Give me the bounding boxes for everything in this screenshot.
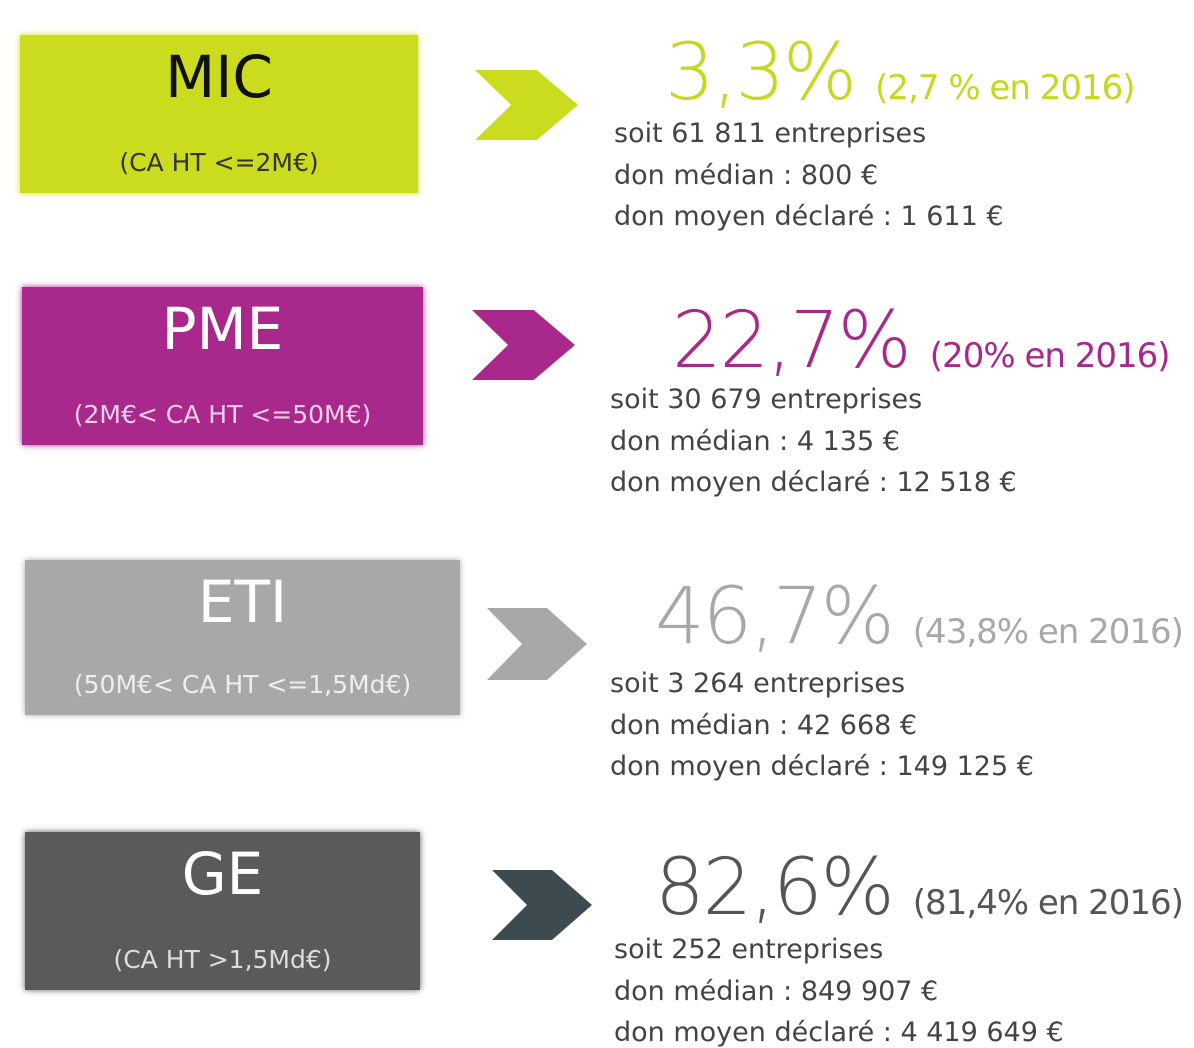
category-name: GE — [181, 840, 264, 908]
detail-line: don médian : 800 € — [614, 159, 879, 191]
share: 46,7% — [655, 572, 895, 662]
category-name: ETI — [197, 568, 288, 636]
chevron — [492, 870, 592, 940]
category-name: MIC — [165, 43, 273, 111]
detail-line: soit 61 811 entreprises — [614, 118, 927, 149]
chevron — [472, 310, 575, 380]
detail-line: don médian : 42 668 € — [610, 709, 918, 741]
category-box: MIC (CA HT <=2M€) — [20, 35, 418, 193]
category-range: (CA HT <=2M€) — [119, 148, 319, 177]
share: 82,6% — [655, 843, 895, 933]
category-box: PME (2M€< CA HT <=50M€) — [22, 287, 423, 445]
previous-share: (2,7 % en 2016) — [875, 68, 1135, 108]
category-name: PME — [161, 295, 284, 363]
category-box: GE (CA HT >1,5Md€) — [25, 832, 420, 990]
previous-share: (81,4% en 2016) — [912, 883, 1184, 923]
detail-line: don médian : 849 907 € — [614, 975, 939, 1007]
previous-share: (43,8% en 2016) — [912, 612, 1184, 652]
detail-line: don moyen déclaré : 1 611 € — [614, 201, 1004, 232]
category-range: (2M€< CA HT <=50M€) — [73, 400, 372, 429]
detail-line: soit 252 entreprises — [614, 934, 884, 965]
chevron — [475, 70, 578, 140]
detail-line: don moyen déclaré : 149 125 € — [610, 751, 1034, 782]
category-range: (CA HT >1,5Md€) — [113, 945, 332, 974]
detail-line: soit 3 264 entreprises — [610, 668, 906, 699]
previous-share: (20% en 2016) — [929, 336, 1171, 376]
detail-line: don moyen déclaré : 4 419 649 € — [614, 1017, 1064, 1048]
share-row: 3,3% (2,7 % en 2016) — [665, 28, 1136, 118]
share: 22,7% — [672, 296, 912, 386]
share-row: 46,7% (43,8% en 2016) — [655, 572, 1184, 662]
detail-line: don moyen déclaré : 12 518 € — [610, 467, 1017, 498]
chevron — [487, 608, 587, 680]
detail-line: soit 30 679 entreprises — [610, 384, 923, 415]
share-row: 22,7% (20% en 2016) — [672, 296, 1171, 386]
category-box: ETI (50M€< CA HT <=1,5Md€) — [25, 560, 460, 715]
category-range: (50M€< CA HT <=1,5Md€) — [73, 670, 412, 699]
share-row: 82,6% (81,4% en 2016) — [655, 843, 1184, 933]
detail-line: don médian : 4 135 € — [610, 425, 900, 457]
share: 3,3% — [665, 28, 857, 118]
